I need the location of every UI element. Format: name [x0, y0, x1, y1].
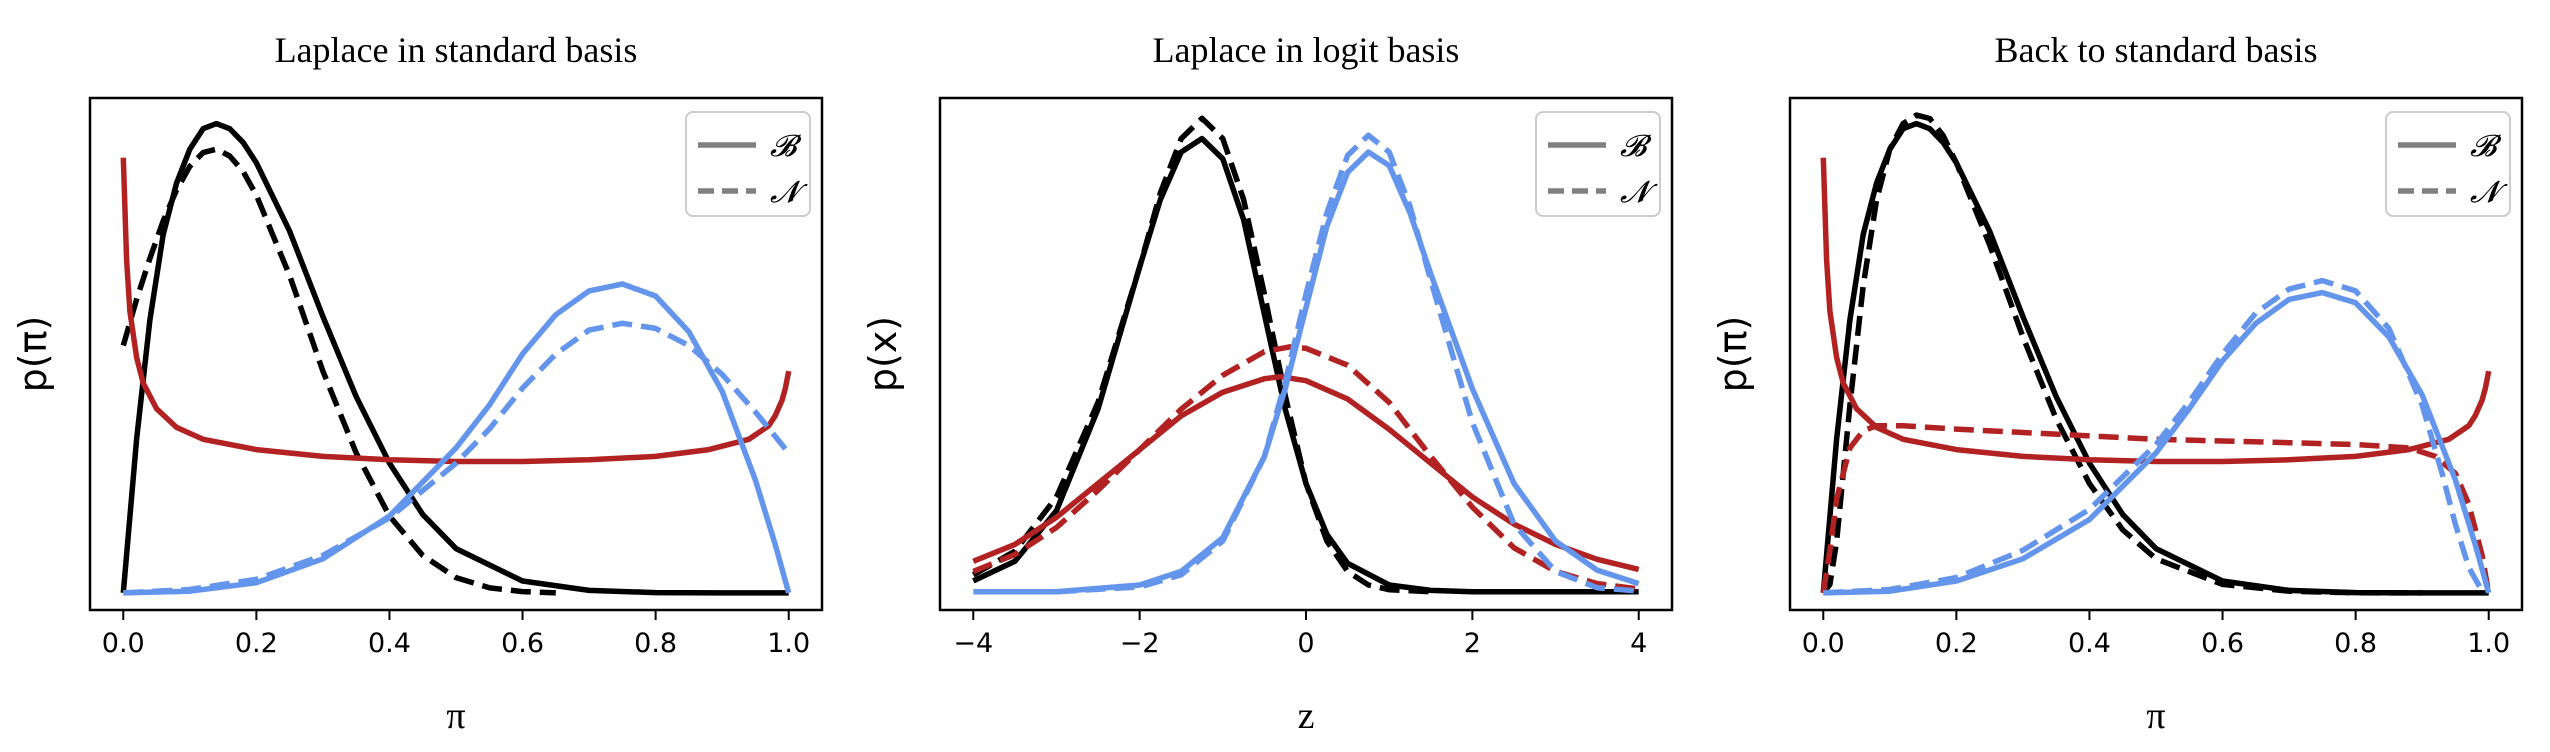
plot-frame: [88, 96, 824, 612]
x-tick-label: 0.4: [368, 628, 411, 659]
chart-title: Back to standard basis: [1995, 30, 2318, 70]
red-solid-series-line: [120, 157, 792, 465]
x-tick-label: 0.2: [235, 628, 278, 659]
x-tick-label: −4: [953, 628, 993, 659]
legend-box: [1535, 111, 1661, 217]
legend: 𝓑𝓝: [2385, 111, 2511, 217]
blue-solid-series-line: [123, 281, 792, 596]
legend: 𝓑𝓝: [685, 111, 811, 217]
series-group: [1820, 112, 2492, 596]
x-axis-label: z: [1298, 695, 1315, 737]
blue-dashed-series-line: [1823, 277, 2485, 596]
red-dashed-series-line: [972, 344, 1640, 592]
x-tick-label: 0.0: [102, 628, 145, 659]
plot-frame: [1788, 96, 2524, 612]
x-axis-label: π: [2146, 695, 2165, 737]
y-axis-label: p(x): [861, 316, 905, 392]
blue-dashed-series-line: [1056, 132, 1639, 595]
x-tick-label: 0.4: [2068, 628, 2111, 659]
x-tick-label: 4: [1630, 628, 1647, 659]
legend: 𝓑𝓝: [1535, 111, 1661, 217]
black-dashed-series-line: [120, 146, 556, 596]
x-axis-label: π: [446, 695, 465, 737]
x-tick-label: −2: [1120, 628, 1160, 659]
series-group: [120, 120, 792, 596]
y-axis-label: p(π): [1711, 316, 1755, 393]
chart-title: Laplace in logit basis: [1153, 30, 1460, 70]
black-dashed-series-line: [971, 115, 1431, 595]
blue-solid-series-line: [973, 149, 1640, 595]
blue-solid-series-line: [1823, 289, 2492, 596]
x-tick-label: 1.0: [767, 628, 810, 659]
x-tick-label: 0.0: [1802, 628, 1845, 659]
x-tick-label: 0: [1297, 628, 1314, 659]
y-axis-label: p(π): [11, 316, 55, 393]
x-tick-label: 0.6: [501, 628, 544, 659]
red-solid-series-line: [1820, 157, 2492, 465]
red-solid-series-line: [972, 373, 1640, 573]
black-solid-series-line: [120, 120, 789, 596]
chart-title: Laplace in standard basis: [275, 30, 638, 70]
x-tick-label: 0.8: [2334, 628, 2377, 659]
x-tick-label: 0.8: [634, 628, 677, 659]
blue-dashed-series-line: [123, 320, 791, 596]
x-tick-label: 0.2: [1935, 628, 1978, 659]
legend-box: [685, 111, 811, 217]
series-group: [971, 115, 1640, 595]
legend-box: [2385, 111, 2511, 217]
x-tick-label: 1.0: [2467, 628, 2510, 659]
black-dashed-series-line: [1821, 112, 2423, 596]
x-tick-label: 0.6: [2201, 628, 2244, 659]
chart-panel-2: Laplace in logit basis −4 −2 0 2 4 z p(x) 𝓑𝓝: [861, 30, 1674, 737]
chart-panel-1: Laplace in standard basis 0.0 0.2 0.4 0.6 0.8…: [11, 30, 824, 737]
x-tick-label: 2: [1464, 628, 1481, 659]
chart-panel-3: Back to standard basis 0.0 0.2 0.4 0.6 0.8 1.0…: [1711, 30, 2524, 737]
